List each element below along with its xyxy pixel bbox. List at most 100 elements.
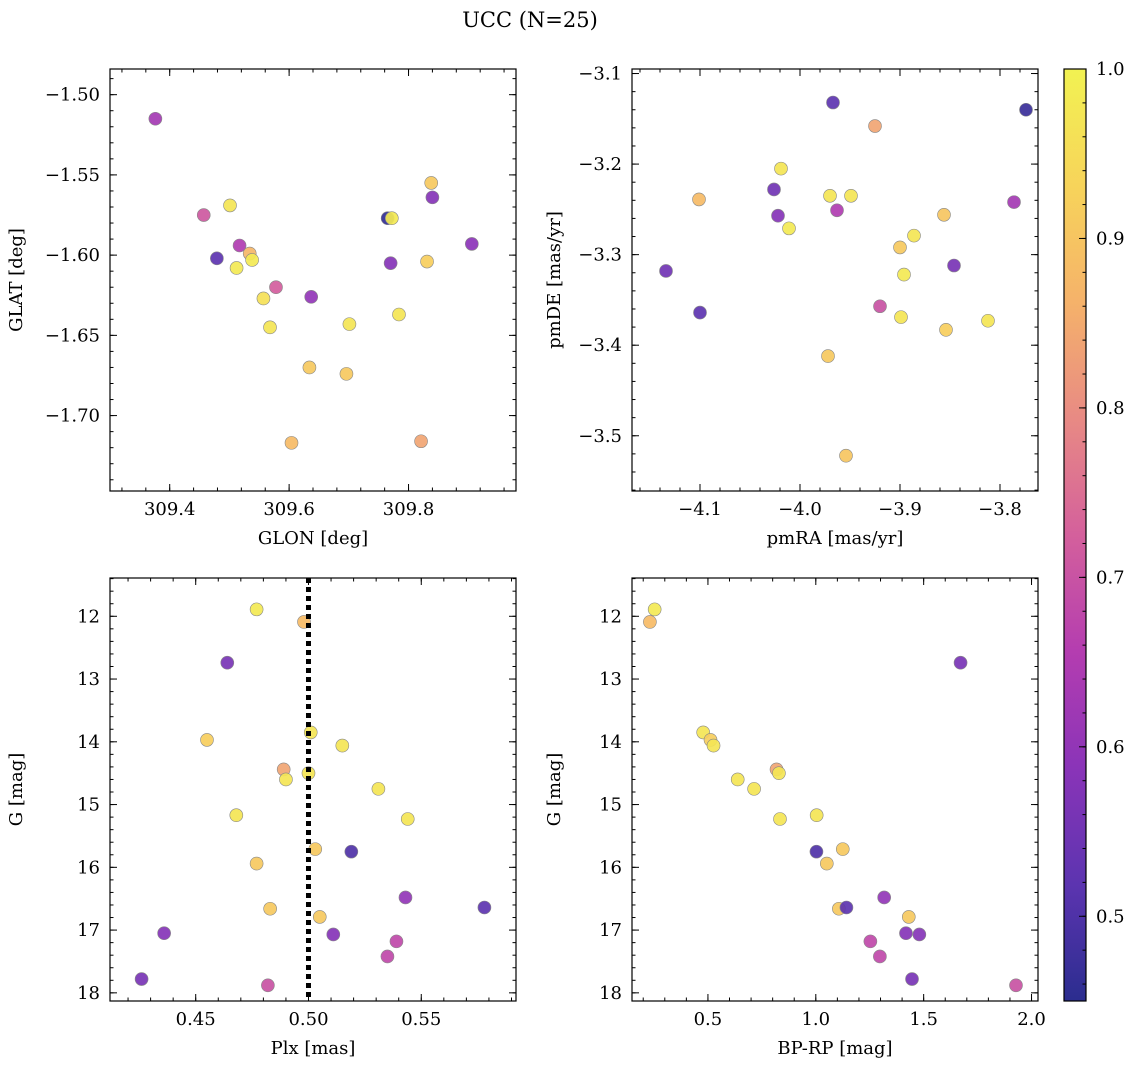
scatter-point — [200, 733, 214, 747]
scatter-point — [385, 211, 399, 226]
x-tick-label: −4.0 — [778, 499, 822, 520]
scatter-point — [939, 323, 953, 337]
scatter-point — [839, 900, 854, 915]
scatter-point — [229, 808, 244, 823]
y-tick-label: 14 — [599, 732, 622, 753]
y-tick-label: −3.5 — [578, 426, 622, 447]
x-tick-label: −3.9 — [878, 499, 922, 520]
scatter-point — [392, 307, 406, 322]
scatter-point — [643, 615, 657, 629]
x-tick-label: 1.0 — [801, 1009, 830, 1030]
scatter-point — [1019, 102, 1033, 117]
x-tick-label: 309.6 — [263, 499, 315, 520]
scatter-point — [210, 251, 224, 266]
y-tick-label: 12 — [77, 606, 100, 627]
scatter-point — [148, 111, 163, 126]
y-tick-label: −1.65 — [45, 325, 100, 346]
scatter-point — [873, 299, 887, 314]
scatter-point — [220, 655, 235, 670]
scatter-point — [897, 267, 911, 282]
scatter-point — [344, 844, 359, 859]
scatter-point — [279, 772, 293, 787]
scatter-point — [398, 890, 413, 905]
colorbar-tick-label: 1.0 — [1096, 59, 1125, 80]
y-axis-label: pmDE [mas/yr] — [544, 211, 565, 349]
x-tick-label: 0.55 — [401, 1009, 441, 1030]
scatter-point — [424, 176, 439, 190]
colorbar: 0.5 0.6 0.7 0.8 0.9 1.0 — [1063, 59, 1125, 1002]
y-tick-label: 14 — [77, 732, 100, 753]
figure-title: UCC (N=25) — [462, 8, 598, 32]
axes-frame — [109, 68, 517, 492]
scatter-point — [249, 856, 264, 871]
panel-3: 0.45 0.50 0.55 12 13 14 15 16 17 18 Plx [mas] G [ma… — [6, 577, 517, 1059]
y-tick-label: −3.2 — [578, 154, 622, 175]
scatter-point — [868, 119, 882, 133]
colorbar-frame — [1063, 68, 1087, 1002]
y-tick-label: 12 — [599, 606, 622, 627]
y-tick-label: 13 — [77, 669, 100, 690]
scatter-point — [256, 291, 271, 306]
scatter-point — [383, 256, 398, 270]
scatter-point — [772, 766, 786, 780]
scatter-point — [414, 434, 428, 449]
scatter-point — [863, 934, 878, 949]
axes-frame — [631, 577, 1039, 1002]
scatter-point — [809, 808, 824, 823]
y-tick-label: 16 — [599, 857, 622, 878]
scatter-point — [420, 254, 434, 269]
scatter-point — [893, 240, 907, 255]
y-axis-label: GLAT [deg] — [6, 228, 27, 332]
panel-1: 309.4 309.6 309.8 −1.50 −1.55 −1.60 −1.65 −1.70… — [6, 68, 517, 549]
scatter-point — [912, 927, 927, 942]
y-tick-label: 13 — [599, 669, 622, 690]
x-tick-label: 2.0 — [1017, 1009, 1046, 1030]
y-tick-label: 18 — [599, 983, 622, 1004]
x-tick-label: 0.50 — [288, 1009, 328, 1030]
panel-2: −4.1 −4.0 −3.9 −3.8 −3.1 −3.2 −3.3 −3.4 −3.5 pmRA… — [544, 64, 1039, 549]
scatter-point — [261, 978, 275, 993]
scatter-point — [767, 182, 781, 197]
y-tick-label: 15 — [77, 795, 100, 816]
scatter-point — [901, 910, 916, 924]
scatter-point — [826, 95, 840, 110]
y-tick-label: −1.70 — [45, 406, 100, 427]
scatter-point — [659, 264, 673, 278]
scatter-point — [839, 448, 853, 463]
scatter-point — [157, 926, 171, 941]
scatter-point — [1007, 195, 1021, 209]
x-tick-label: −3.8 — [978, 499, 1022, 520]
scatter-point — [229, 261, 244, 275]
scatter-point — [371, 782, 386, 796]
x-axis-label: pmRA [mas/yr] — [767, 528, 904, 549]
x-axis-label: GLON [deg] — [258, 528, 368, 549]
scatter-point — [342, 317, 357, 331]
x-tick-label: 0.45 — [176, 1009, 216, 1030]
scatter-point — [312, 910, 327, 924]
axes-frame — [109, 577, 517, 1002]
colorbar-gradient — [1064, 69, 1086, 1001]
colorbar-tick-label: 0.6 — [1096, 737, 1125, 758]
scatter-point — [947, 258, 961, 273]
scatter-point — [899, 926, 913, 941]
scatter-point — [477, 900, 492, 915]
scatter-point — [304, 290, 319, 304]
scatter-point — [692, 192, 706, 207]
scatter-point — [425, 190, 440, 205]
scatter-point — [134, 972, 149, 986]
scatter-point — [730, 772, 745, 787]
scatter-point — [905, 972, 919, 986]
x-tick-label: 309.8 — [383, 499, 435, 520]
scatter-point — [263, 320, 277, 335]
scatter-point — [223, 198, 237, 213]
scatter-point — [693, 305, 707, 320]
y-tick-label: −1.55 — [45, 165, 100, 186]
panel-4: 0.5 1.0 1.5 2.0 12 13 14 15 16 17 18 BP-RP [mag] G [… — [544, 577, 1046, 1059]
scatter-point — [937, 207, 951, 222]
y-tick-label: −1.60 — [45, 245, 100, 266]
colorbar-tick-label: 0.5 — [1096, 906, 1125, 927]
scatter-point — [647, 602, 662, 617]
x-tick-label: 309.4 — [144, 499, 196, 520]
scatter-point — [263, 901, 277, 916]
